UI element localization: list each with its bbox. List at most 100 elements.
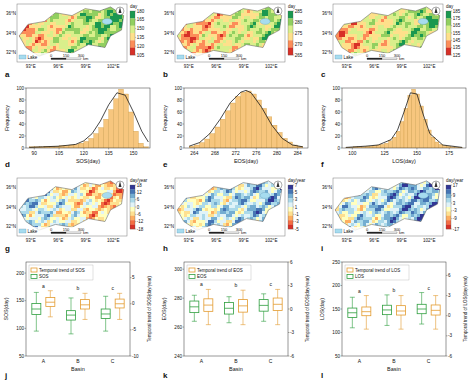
map-cell bbox=[226, 46, 229, 49]
map-cell bbox=[92, 25, 95, 28]
map-cell bbox=[95, 19, 98, 22]
map-cell bbox=[229, 49, 232, 52]
map-cell bbox=[259, 49, 262, 52]
map-cell bbox=[23, 40, 26, 43]
map-cell bbox=[62, 37, 65, 40]
map-cell bbox=[238, 16, 241, 19]
map-cell bbox=[247, 16, 250, 19]
map-cell bbox=[199, 13, 202, 16]
map-cell bbox=[184, 13, 187, 16]
map-cell bbox=[357, 22, 360, 25]
map-cell bbox=[277, 61, 280, 64]
map-cell bbox=[50, 46, 53, 49]
map-cell bbox=[420, 10, 423, 13]
map-cell bbox=[390, 31, 393, 34]
map-cell bbox=[101, 31, 104, 34]
map-cell bbox=[32, 13, 35, 16]
map-cell bbox=[354, 16, 357, 19]
map-cell bbox=[256, 19, 259, 22]
map-cell bbox=[363, 31, 366, 34]
map-cell bbox=[41, 7, 44, 10]
map-cell bbox=[92, 37, 95, 40]
map-cell bbox=[268, 58, 271, 61]
map-cell bbox=[47, 46, 50, 49]
map-cell bbox=[35, 16, 38, 19]
map-cell bbox=[435, 4, 438, 7]
map-cell bbox=[47, 28, 50, 31]
map-cell bbox=[283, 46, 286, 49]
map-cell bbox=[65, 46, 68, 49]
map-cell bbox=[348, 28, 351, 31]
map-cell bbox=[396, 25, 399, 28]
map-cell bbox=[280, 52, 283, 55]
map-cell bbox=[89, 19, 92, 22]
map-cell bbox=[441, 16, 444, 19]
map-cell bbox=[360, 31, 363, 34]
map-cell bbox=[41, 49, 44, 52]
map-cell bbox=[199, 10, 202, 13]
map-cell bbox=[408, 28, 411, 31]
map-cell bbox=[77, 37, 80, 40]
map-cell bbox=[95, 31, 98, 34]
map-cell bbox=[226, 19, 229, 22]
map-cell bbox=[41, 31, 44, 34]
map-cell bbox=[110, 31, 113, 34]
map-cell bbox=[256, 4, 259, 7]
map-cell bbox=[41, 46, 44, 49]
map-cell bbox=[119, 34, 122, 37]
map-cell bbox=[333, 10, 336, 13]
map-cell bbox=[411, 13, 414, 16]
map-cell bbox=[360, 37, 363, 40]
map-cell bbox=[402, 7, 405, 10]
map-cell bbox=[187, 10, 190, 13]
map-cell bbox=[247, 43, 250, 46]
map-cell bbox=[220, 22, 223, 25]
map-cell bbox=[411, 28, 414, 31]
map-cell bbox=[68, 31, 71, 34]
map-cell bbox=[47, 49, 50, 52]
map-cell bbox=[253, 34, 256, 37]
map-cell bbox=[17, 25, 20, 28]
map-cell bbox=[420, 28, 423, 31]
map-cell bbox=[259, 52, 262, 55]
map-cell bbox=[426, 10, 429, 13]
map-cell bbox=[59, 22, 62, 25]
map-cell bbox=[119, 40, 122, 43]
map-cell bbox=[107, 31, 110, 34]
map-cell bbox=[17, 19, 20, 22]
map-cell bbox=[125, 13, 128, 16]
north-arrow bbox=[277, 7, 280, 13]
map-cell bbox=[62, 4, 65, 7]
map-cell bbox=[351, 7, 354, 10]
map-cell bbox=[44, 4, 47, 7]
map-cell bbox=[384, 28, 387, 31]
map-cell bbox=[253, 61, 256, 64]
map-cell bbox=[393, 4, 396, 7]
map-cell bbox=[92, 46, 95, 49]
map-cell bbox=[411, 19, 414, 22]
map-cell bbox=[17, 13, 20, 16]
map-cell bbox=[74, 34, 77, 37]
map-cell bbox=[38, 43, 41, 46]
map-cell bbox=[202, 16, 205, 19]
map-cell bbox=[384, 25, 387, 28]
map-cell bbox=[83, 37, 86, 40]
map-cell bbox=[29, 19, 32, 22]
map-cell bbox=[95, 40, 98, 43]
map-cell bbox=[357, 31, 360, 34]
map-cell bbox=[50, 19, 53, 22]
map-cell bbox=[178, 22, 181, 25]
map-cell bbox=[23, 37, 26, 40]
map-cell bbox=[262, 40, 265, 43]
map-cell bbox=[122, 58, 125, 61]
map-cell bbox=[345, 28, 348, 31]
map-cell bbox=[41, 10, 44, 13]
map-cell bbox=[414, 31, 417, 34]
map-cell bbox=[253, 13, 256, 16]
map-cell bbox=[426, 25, 429, 28]
map-cell bbox=[23, 22, 26, 25]
map-cell bbox=[259, 34, 262, 37]
map-cell bbox=[29, 34, 32, 37]
map-cell bbox=[38, 46, 41, 49]
lon-label: 96°E bbox=[53, 64, 63, 69]
